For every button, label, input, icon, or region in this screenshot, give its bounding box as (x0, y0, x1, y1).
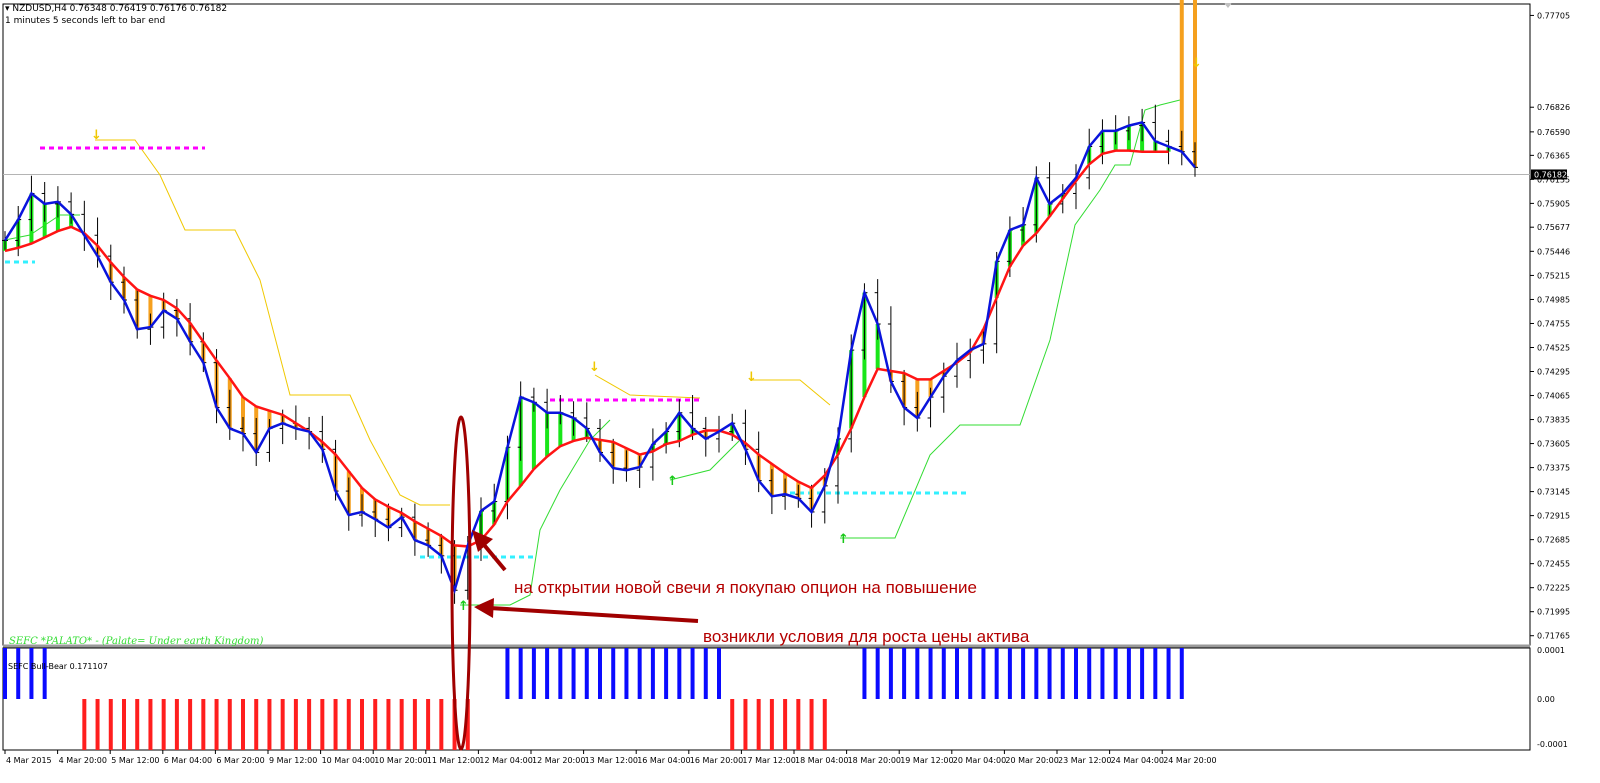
bar-timer: 1 minutes 5 seconds left to bar end (5, 16, 166, 26)
price-pane-frame (2, 3, 1531, 646)
time-tick-label: 18 Mar 20:00 (848, 756, 901, 765)
time-tick-label: 19 Mar 12:00 (900, 756, 953, 765)
time-tick-label: 12 Mar 20:00 (532, 756, 585, 765)
time-tick-label: 6 Mar 04:00 (164, 756, 212, 765)
price-tick-label: 0.74985 (1537, 295, 1570, 304)
price-tick-label: 0.75215 (1537, 271, 1570, 280)
annotation-arrow-head (472, 530, 493, 552)
time-tick-label: 6 Mar 20:00 (216, 756, 264, 765)
time-tick-label: 23 Mar 12:00 (1058, 756, 1111, 765)
sell-arrow-icon: ↓ (746, 370, 757, 385)
price-tick-label: 0.74755 (1537, 319, 1570, 328)
time-tick-label: 24 Mar 04:00 (1111, 756, 1164, 765)
shift-marker-icon (1224, 3, 1232, 8)
indicator-tick-label: -0.0001 (1537, 740, 1568, 749)
buy-arrow-icon: ↑ (667, 474, 678, 489)
price-tick-label: 0.76135 (1537, 175, 1570, 184)
indicator-label: SEFC Bull-Bear 0.171107 (8, 662, 108, 671)
price-tick-label: 0.76365 (1537, 151, 1570, 160)
price-tick-label: 0.76826 (1537, 103, 1570, 112)
support-line (669, 439, 741, 481)
buy-arrow-icon: ↑ (458, 599, 469, 614)
time-tick-label: 10 Mar 20:00 (374, 756, 427, 765)
time-tick-label: 11 Mar 12:00 (427, 756, 480, 765)
watermark: SEFC *PALATO* - (Palate= Under earth Kin… (9, 636, 264, 647)
time-tick-label: 16 Mar 04:00 (637, 756, 690, 765)
indicator-tick-label: 0.0001 (1537, 646, 1565, 655)
time-tick-label: 20 Mar 04:00 (953, 756, 1006, 765)
support-line (460, 419, 611, 606)
indicator-pane-frame (2, 647, 1531, 751)
indicator-tick-label: 0.00 (1537, 695, 1555, 704)
time-tick-label: 18 Mar 04:00 (795, 756, 848, 765)
moving-average-line (4, 149, 1169, 548)
signal-highlight-ellipse (450, 415, 472, 751)
price-tick-label: 0.74065 (1537, 392, 1570, 401)
time-tick-label: 24 Mar 20:00 (1163, 756, 1216, 765)
current-price-label: 0.76182 (1534, 170, 1567, 179)
annotation-arrow-shaft (489, 606, 699, 623)
price-tick-label: 0.74295 (1537, 368, 1570, 377)
annotation-arrow-head (474, 598, 494, 618)
time-tick-label: 16 Mar 20:00 (690, 756, 743, 765)
price-tick-label: 0.72455 (1537, 560, 1570, 569)
time-tick-label: 4 Mar 2015 (6, 756, 52, 765)
price-tick-label: 0.72915 (1537, 512, 1570, 521)
time-tick-label: 9 Mar 12:00 (269, 756, 317, 765)
time-tick-label: 12 Mar 04:00 (479, 756, 532, 765)
sell-arrow-icon: ↓ (91, 128, 102, 143)
price-tick-label: 0.73375 (1537, 464, 1570, 473)
current-price-box (1531, 169, 1567, 180)
price-tick-label: 0.75677 (1537, 223, 1570, 232)
trailing-stop-line (594, 374, 701, 399)
sell-arrow-icon: ↓ (1191, 56, 1202, 71)
price-tick-label: 0.73835 (1537, 416, 1570, 425)
time-tick-label: 4 Mar 20:00 (59, 756, 107, 765)
buy-arrow-icon: ↑ (838, 532, 849, 547)
condition-annotation: возникли условия для роста цены актива (703, 627, 1030, 646)
price-tick-label: 0.76590 (1537, 128, 1570, 137)
symbol-info: ▾ NZDUSD,H4 0.76348 0.76419 0.76176 0.76… (5, 4, 228, 14)
time-tick-label: 17 Mar 12:00 (742, 756, 795, 765)
time-tick-label: 5 Mar 12:00 (111, 756, 159, 765)
close-price-line (3, 121, 1196, 595)
price-tick-label: 0.75905 (1537, 199, 1570, 208)
price-tick-label: 0.74525 (1537, 343, 1570, 352)
buy-annotation: на открытии новой свечи я покупаю опцион… (514, 578, 977, 597)
price-tick-label: 0.77705 (1537, 11, 1570, 20)
symbol-dropdown-icon[interactable]: ▾ (5, 4, 13, 14)
price-tick-label: 0.75446 (1537, 247, 1570, 256)
price-tick-label: 0.72685 (1537, 536, 1570, 545)
support-line (840, 99, 1181, 539)
price-tick-label: 0.73145 (1537, 488, 1570, 497)
time-tick-label: 20 Mar 20:00 (1005, 756, 1058, 765)
trailing-stop-line (750, 379, 831, 406)
price-tick-label: 0.73605 (1537, 440, 1570, 449)
trailing-stop-line (95, 139, 450, 506)
time-tick-label: 10 Mar 04:00 (322, 756, 375, 765)
time-tick-label: 13 Mar 12:00 (585, 756, 638, 765)
price-tick-label: 0.72225 (1537, 584, 1570, 593)
sell-arrow-icon: ↓ (589, 360, 600, 375)
price-tick-label: 0.71995 (1537, 608, 1570, 617)
price-tick-label: 0.71765 (1537, 632, 1570, 641)
